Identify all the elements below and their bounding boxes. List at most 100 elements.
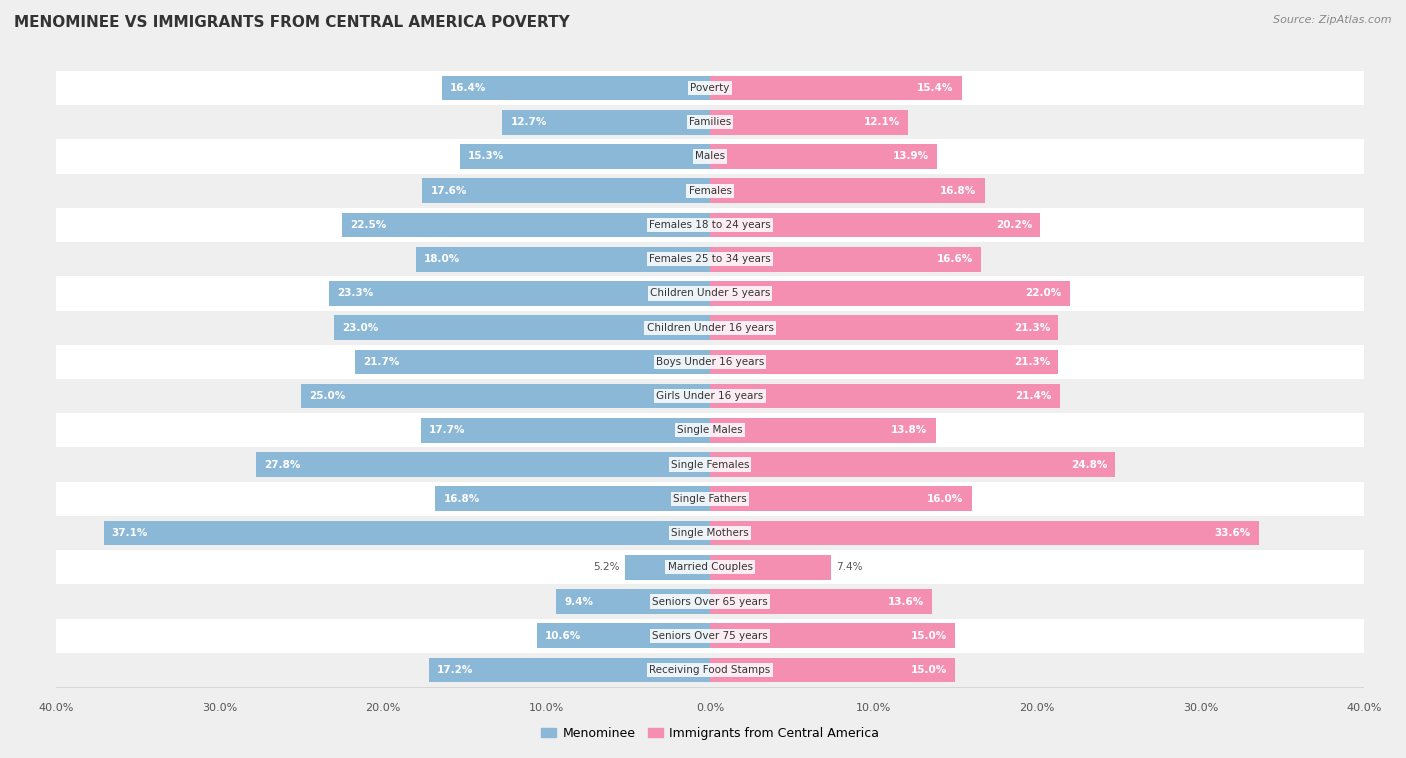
Text: 24.8%: 24.8% bbox=[1071, 459, 1107, 469]
Bar bbox=[335, 315, 710, 340]
Text: Single Females: Single Females bbox=[671, 459, 749, 469]
Text: 25.0%: 25.0% bbox=[309, 391, 346, 401]
Text: 20.2%: 20.2% bbox=[995, 220, 1032, 230]
Bar bbox=[56, 311, 1364, 345]
Text: 16.8%: 16.8% bbox=[941, 186, 976, 196]
Bar bbox=[460, 144, 710, 169]
Bar bbox=[710, 247, 981, 271]
Text: Girls Under 16 years: Girls Under 16 years bbox=[657, 391, 763, 401]
Text: Females 18 to 24 years: Females 18 to 24 years bbox=[650, 220, 770, 230]
Text: 13.9%: 13.9% bbox=[893, 152, 929, 161]
Text: 13.8%: 13.8% bbox=[891, 425, 928, 435]
Bar bbox=[557, 589, 710, 614]
Text: 12.1%: 12.1% bbox=[863, 117, 900, 127]
Text: Single Fathers: Single Fathers bbox=[673, 493, 747, 504]
Text: 18.0%: 18.0% bbox=[425, 254, 460, 265]
Text: Source: ZipAtlas.com: Source: ZipAtlas.com bbox=[1274, 15, 1392, 25]
Bar bbox=[56, 242, 1364, 277]
Bar bbox=[56, 174, 1364, 208]
Text: Children Under 16 years: Children Under 16 years bbox=[647, 323, 773, 333]
Bar bbox=[537, 623, 710, 648]
Text: 10.6%: 10.6% bbox=[546, 631, 581, 641]
Text: 15.0%: 15.0% bbox=[911, 631, 948, 641]
Bar bbox=[56, 550, 1364, 584]
Bar bbox=[56, 71, 1364, 105]
Text: 17.2%: 17.2% bbox=[437, 665, 474, 675]
Text: 16.0%: 16.0% bbox=[927, 493, 963, 504]
Bar bbox=[441, 76, 710, 100]
Bar bbox=[710, 521, 1260, 545]
Bar bbox=[710, 349, 1059, 374]
Text: 15.3%: 15.3% bbox=[468, 152, 505, 161]
Text: 15.4%: 15.4% bbox=[917, 83, 953, 93]
Text: Single Mothers: Single Mothers bbox=[671, 528, 749, 538]
Text: 27.8%: 27.8% bbox=[264, 459, 301, 469]
Text: Married Couples: Married Couples bbox=[668, 562, 752, 572]
Bar bbox=[710, 555, 831, 580]
Bar bbox=[56, 584, 1364, 619]
Bar bbox=[356, 349, 710, 374]
Bar bbox=[56, 277, 1364, 311]
Bar bbox=[56, 139, 1364, 174]
Bar bbox=[710, 384, 1060, 409]
Bar bbox=[56, 105, 1364, 139]
Bar bbox=[710, 144, 938, 169]
Text: Females 25 to 34 years: Females 25 to 34 years bbox=[650, 254, 770, 265]
Text: 16.8%: 16.8% bbox=[444, 493, 479, 504]
Bar bbox=[342, 213, 710, 237]
Text: 22.5%: 22.5% bbox=[350, 220, 387, 230]
Bar bbox=[710, 281, 1070, 305]
Bar bbox=[710, 76, 962, 100]
Text: 16.4%: 16.4% bbox=[450, 83, 486, 93]
Bar bbox=[56, 345, 1364, 379]
Bar bbox=[56, 619, 1364, 653]
Text: 17.6%: 17.6% bbox=[430, 186, 467, 196]
Text: Poverty: Poverty bbox=[690, 83, 730, 93]
Bar bbox=[710, 213, 1040, 237]
Bar bbox=[436, 487, 710, 511]
Bar bbox=[502, 110, 710, 135]
Bar bbox=[710, 453, 1115, 477]
Text: 33.6%: 33.6% bbox=[1215, 528, 1251, 538]
Text: 9.4%: 9.4% bbox=[565, 597, 593, 606]
Bar bbox=[710, 487, 972, 511]
Text: Seniors Over 65 years: Seniors Over 65 years bbox=[652, 597, 768, 606]
Bar bbox=[710, 589, 932, 614]
Bar bbox=[429, 658, 710, 682]
Bar bbox=[422, 178, 710, 203]
Text: 21.7%: 21.7% bbox=[364, 357, 399, 367]
Bar bbox=[710, 658, 955, 682]
Bar bbox=[626, 555, 710, 580]
Bar bbox=[56, 379, 1364, 413]
Text: Seniors Over 75 years: Seniors Over 75 years bbox=[652, 631, 768, 641]
Legend: Menominee, Immigrants from Central America: Menominee, Immigrants from Central Ameri… bbox=[536, 722, 884, 745]
Text: Children Under 5 years: Children Under 5 years bbox=[650, 289, 770, 299]
Text: 17.7%: 17.7% bbox=[429, 425, 465, 435]
Bar bbox=[710, 110, 908, 135]
Bar bbox=[710, 623, 955, 648]
Text: 21.4%: 21.4% bbox=[1015, 391, 1052, 401]
Bar bbox=[56, 208, 1364, 242]
Text: Females: Females bbox=[689, 186, 731, 196]
Text: Families: Families bbox=[689, 117, 731, 127]
Bar bbox=[710, 178, 984, 203]
Text: 16.6%: 16.6% bbox=[936, 254, 973, 265]
Text: 15.0%: 15.0% bbox=[911, 665, 948, 675]
Bar bbox=[420, 418, 710, 443]
Bar bbox=[56, 481, 1364, 516]
Bar bbox=[301, 384, 710, 409]
Text: Boys Under 16 years: Boys Under 16 years bbox=[655, 357, 765, 367]
Text: 12.7%: 12.7% bbox=[510, 117, 547, 127]
Text: 21.3%: 21.3% bbox=[1014, 357, 1050, 367]
Bar bbox=[56, 413, 1364, 447]
Bar bbox=[329, 281, 710, 305]
Text: 23.3%: 23.3% bbox=[337, 289, 374, 299]
Bar bbox=[56, 653, 1364, 687]
Text: 22.0%: 22.0% bbox=[1025, 289, 1062, 299]
Text: Receiving Food Stamps: Receiving Food Stamps bbox=[650, 665, 770, 675]
Text: 37.1%: 37.1% bbox=[112, 528, 148, 538]
Text: 7.4%: 7.4% bbox=[837, 562, 862, 572]
Bar bbox=[416, 247, 710, 271]
Bar bbox=[56, 447, 1364, 481]
Text: Males: Males bbox=[695, 152, 725, 161]
